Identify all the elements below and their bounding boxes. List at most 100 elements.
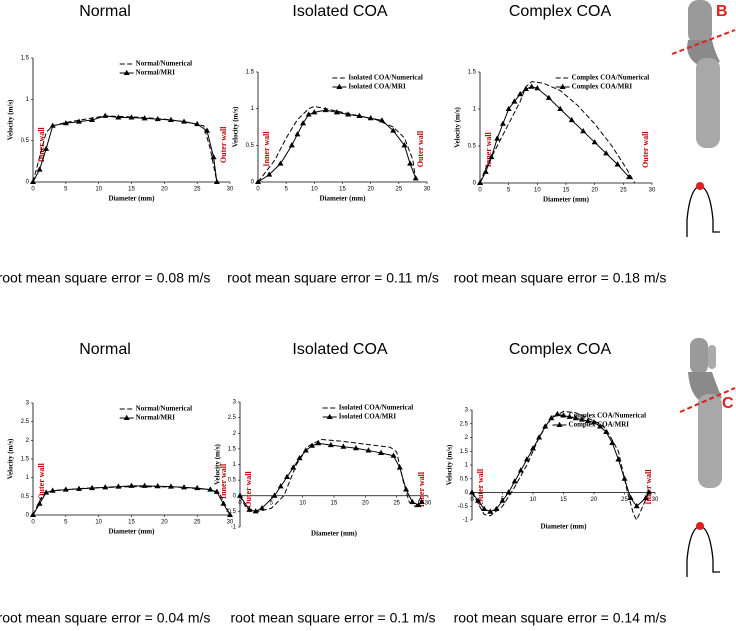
profile-sketch — [686, 185, 720, 237]
vessel — [708, 345, 716, 369]
vessel — [688, 0, 712, 44]
y-tick-label: -0.5 — [226, 509, 237, 515]
data-point — [580, 128, 587, 134]
data-point — [390, 127, 397, 133]
x-tick-label: 10 — [530, 497, 537, 503]
data-point — [30, 178, 36, 184]
x-tick-label: 30 — [424, 187, 431, 193]
data-point — [603, 150, 610, 156]
data-point — [511, 98, 518, 104]
x-tick-label: 0 — [31, 520, 35, 526]
footnote: root mean square error = 0.14 m/s — [454, 610, 667, 626]
data-point — [367, 115, 374, 121]
legend-label: Isolated COA/Numerical — [339, 404, 414, 412]
legend-marker — [326, 413, 333, 419]
data-point — [210, 154, 217, 160]
data-point — [365, 447, 372, 453]
data-point — [296, 455, 303, 461]
x-tick-label: 0 — [238, 500, 242, 506]
data-point — [517, 467, 524, 473]
x-tick-label: 10 — [95, 520, 102, 526]
data-point — [266, 171, 273, 177]
data-point — [523, 456, 530, 462]
data-point — [401, 142, 408, 148]
chart-title: Isolated COA — [292, 3, 387, 20]
data-point — [277, 483, 284, 489]
data-point — [284, 473, 290, 479]
data-point — [300, 120, 307, 126]
data-point — [494, 135, 501, 141]
y-tick-label: 1.5 — [246, 70, 255, 76]
x-tick-label: 30 — [227, 520, 234, 526]
series-line — [471, 410, 650, 522]
x-tick-label: 20 — [591, 497, 598, 503]
x-tick-label: 15 — [339, 187, 346, 193]
legend-label: Complex COA/Numerical — [572, 74, 650, 82]
data-point — [591, 139, 598, 145]
x-tick-label: 10 — [299, 500, 306, 506]
x-tick-label: 10 — [95, 187, 102, 193]
x-tick-label: 10 — [534, 188, 541, 194]
wall-label: Outer wall — [641, 131, 650, 168]
wall-label: Inner wall — [219, 463, 228, 499]
aorta-illustration-c: C — [679, 338, 736, 577]
data-point — [409, 498, 416, 504]
data-point — [407, 160, 414, 166]
data-point — [141, 115, 148, 121]
data-point — [475, 497, 482, 503]
y-tick-label: 3 — [26, 401, 30, 407]
data-point — [557, 105, 564, 111]
data-point — [141, 482, 148, 488]
y-axis-label: Velocity (m/s) — [454, 106, 462, 147]
data-point — [154, 483, 161, 489]
data-point — [378, 449, 384, 455]
y-tick-label: 1.5 — [21, 457, 30, 463]
data-point — [255, 178, 261, 184]
data-point — [213, 178, 220, 184]
y-tick-label: 1 — [465, 463, 469, 469]
x-tick-label: 25 — [393, 500, 400, 506]
y-tick-label: 1 — [251, 106, 255, 112]
y-tick-label: 0.5 — [21, 494, 30, 500]
footnote: root mean square error = 0.04 m/s — [0, 610, 210, 626]
legend-marker — [559, 83, 566, 89]
y-axis-label: Velocity (m/s) — [7, 99, 15, 140]
data-point — [534, 85, 541, 91]
wall-label: Outer wall — [416, 130, 425, 167]
data-point — [271, 492, 278, 498]
data-point — [194, 120, 201, 127]
data-point — [572, 415, 579, 421]
aorta-illustration-b: B — [671, 0, 736, 237]
data-point — [36, 500, 43, 506]
x-tick-label: 25 — [395, 187, 402, 193]
wall-label: Outer wall — [476, 468, 485, 505]
series-line — [32, 115, 218, 183]
data-point — [340, 443, 347, 449]
data-point — [154, 115, 161, 122]
x-tick-label: 5 — [507, 188, 511, 194]
data-point — [615, 456, 622, 462]
data-point — [194, 484, 201, 491]
wall-label: Inner wall — [644, 469, 653, 505]
x-tick-label: 30 — [649, 188, 656, 194]
profile-sketch — [686, 525, 720, 577]
x-tick-label: 20 — [161, 520, 168, 526]
data-point — [378, 117, 385, 123]
data-point — [62, 486, 69, 492]
data-point — [115, 483, 122, 489]
data-point — [102, 112, 109, 118]
data-point — [345, 111, 352, 117]
data-point — [115, 114, 122, 120]
x-tick-label: 15 — [563, 188, 570, 194]
data-point — [294, 131, 301, 137]
wall-label: Outer wall — [219, 126, 228, 163]
data-point — [311, 109, 318, 115]
data-point — [645, 489, 652, 495]
y-tick-label: 0.5 — [246, 143, 255, 149]
legend-marker — [336, 83, 343, 89]
y-tick-label: 2 — [26, 438, 30, 444]
legend-label: Normal/Numerical — [136, 60, 192, 68]
chart-title: Isolated COA — [292, 341, 387, 358]
y-tick-label: 0.5 — [468, 144, 477, 150]
